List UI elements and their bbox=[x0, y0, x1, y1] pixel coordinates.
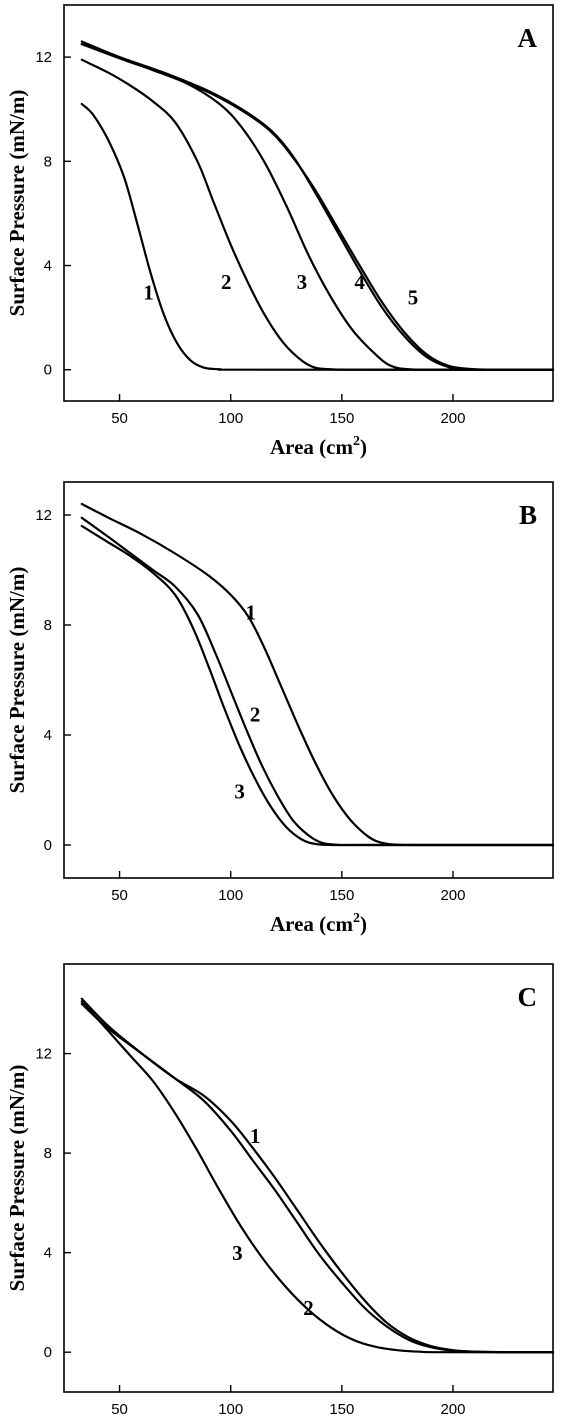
x-tick-label: 200 bbox=[440, 887, 465, 904]
series-line-1 bbox=[80, 997, 555, 1354]
plot-frame bbox=[63, 4, 554, 402]
x-axis-title-superscript: 2 bbox=[353, 434, 360, 449]
series-line-1 bbox=[80, 502, 555, 847]
x-tick-label: 50 bbox=[111, 887, 128, 904]
x-tick-label: 50 bbox=[111, 1401, 128, 1418]
y-tick-label: 8 bbox=[44, 617, 52, 634]
series-line-1 bbox=[80, 102, 555, 371]
x-axis-title-text: Area (cm bbox=[270, 912, 353, 936]
series-line-3 bbox=[80, 1000, 555, 1354]
series-line-2 bbox=[80, 1002, 555, 1354]
series-label-3: 3 bbox=[297, 270, 308, 294]
x-tick-label: 100 bbox=[218, 410, 243, 427]
panel-letter: B bbox=[519, 500, 537, 530]
series-line-2 bbox=[80, 58, 555, 371]
series-label-2: 2 bbox=[221, 270, 232, 294]
series-line-5 bbox=[80, 43, 555, 371]
y-axis-title: Surface Pressure (mN/m) bbox=[5, 567, 29, 794]
x-tick-label: 100 bbox=[218, 1401, 243, 1418]
x-tick-label: 100 bbox=[218, 887, 243, 904]
series-line-3 bbox=[80, 524, 555, 847]
series-label-5: 5 bbox=[408, 286, 419, 310]
y-axis-title: Surface Pressure (mN/m) bbox=[5, 1065, 29, 1292]
y-tick-label: 12 bbox=[35, 49, 52, 66]
x-tick-label: 50 bbox=[111, 410, 128, 427]
y-tick-label: 0 bbox=[44, 837, 52, 854]
x-axis-title-text: Area (cm bbox=[270, 435, 353, 459]
x-tick-label: 200 bbox=[440, 1401, 465, 1418]
plot-frame bbox=[63, 963, 554, 1393]
series-label-3: 3 bbox=[234, 779, 245, 803]
x-axis-title: Area (cm2) bbox=[270, 911, 367, 936]
x-axis-title-close: ) bbox=[360, 435, 367, 459]
y-tick-label: 8 bbox=[44, 1145, 52, 1162]
x-tick-label: 200 bbox=[440, 410, 465, 427]
series-line-3 bbox=[80, 43, 555, 371]
x-axis-title-superscript: 2 bbox=[353, 911, 360, 926]
series-line-4 bbox=[80, 40, 555, 371]
y-tick-label: 4 bbox=[44, 727, 52, 744]
y-tick-label: 4 bbox=[44, 258, 52, 275]
panel-letter: A bbox=[518, 23, 538, 53]
y-tick-label: 12 bbox=[35, 507, 52, 524]
x-axis-title: Area (cm2) bbox=[270, 434, 367, 459]
series-label-3: 3 bbox=[232, 1241, 243, 1265]
series-label-1: 1 bbox=[245, 601, 256, 625]
series-label-2: 2 bbox=[303, 1296, 314, 1320]
series-label-1: 1 bbox=[143, 280, 154, 304]
plot-frame bbox=[63, 481, 554, 879]
y-tick-label: 0 bbox=[44, 362, 52, 379]
y-tick-label: 0 bbox=[44, 1344, 52, 1361]
y-axis-title: Surface Pressure (mN/m) bbox=[5, 90, 29, 317]
x-axis-title-close: ) bbox=[360, 912, 367, 936]
x-tick-label: 150 bbox=[329, 1401, 354, 1418]
series-line-2 bbox=[80, 516, 555, 847]
series-label-2: 2 bbox=[250, 702, 261, 726]
y-tick-label: 4 bbox=[44, 1245, 52, 1262]
series-label-1: 1 bbox=[250, 1124, 261, 1148]
y-tick-label: 8 bbox=[44, 153, 52, 170]
x-tick-label: 150 bbox=[329, 410, 354, 427]
series-label-4: 4 bbox=[354, 270, 365, 294]
y-tick-label: 12 bbox=[35, 1046, 52, 1063]
panel-letter: C bbox=[518, 982, 538, 1012]
x-tick-label: 150 bbox=[329, 887, 354, 904]
